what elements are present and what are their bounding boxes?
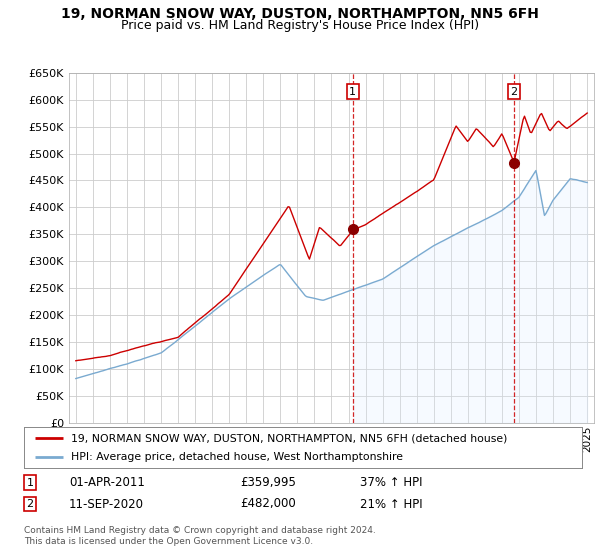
Text: 2: 2 (511, 87, 518, 97)
Text: £359,995: £359,995 (240, 476, 296, 489)
Text: 37% ↑ HPI: 37% ↑ HPI (360, 476, 422, 489)
Text: £482,000: £482,000 (240, 497, 296, 511)
Text: 19, NORMAN SNOW WAY, DUSTON, NORTHAMPTON, NN5 6FH (detached house): 19, NORMAN SNOW WAY, DUSTON, NORTHAMPTON… (71, 433, 508, 443)
Text: 01-APR-2011: 01-APR-2011 (69, 476, 145, 489)
Text: Contains HM Land Registry data © Crown copyright and database right 2024.: Contains HM Land Registry data © Crown c… (24, 526, 376, 535)
Text: 1: 1 (26, 478, 34, 488)
Text: Price paid vs. HM Land Registry's House Price Index (HPI): Price paid vs. HM Land Registry's House … (121, 19, 479, 32)
Text: 21% ↑ HPI: 21% ↑ HPI (360, 497, 422, 511)
Text: This data is licensed under the Open Government Licence v3.0.: This data is licensed under the Open Gov… (24, 538, 313, 547)
Text: HPI: Average price, detached house, West Northamptonshire: HPI: Average price, detached house, West… (71, 452, 403, 461)
Text: 1: 1 (349, 87, 356, 97)
Text: 19, NORMAN SNOW WAY, DUSTON, NORTHAMPTON, NN5 6FH: 19, NORMAN SNOW WAY, DUSTON, NORTHAMPTON… (61, 7, 539, 21)
Text: 2: 2 (26, 499, 34, 509)
Text: 11-SEP-2020: 11-SEP-2020 (69, 497, 144, 511)
